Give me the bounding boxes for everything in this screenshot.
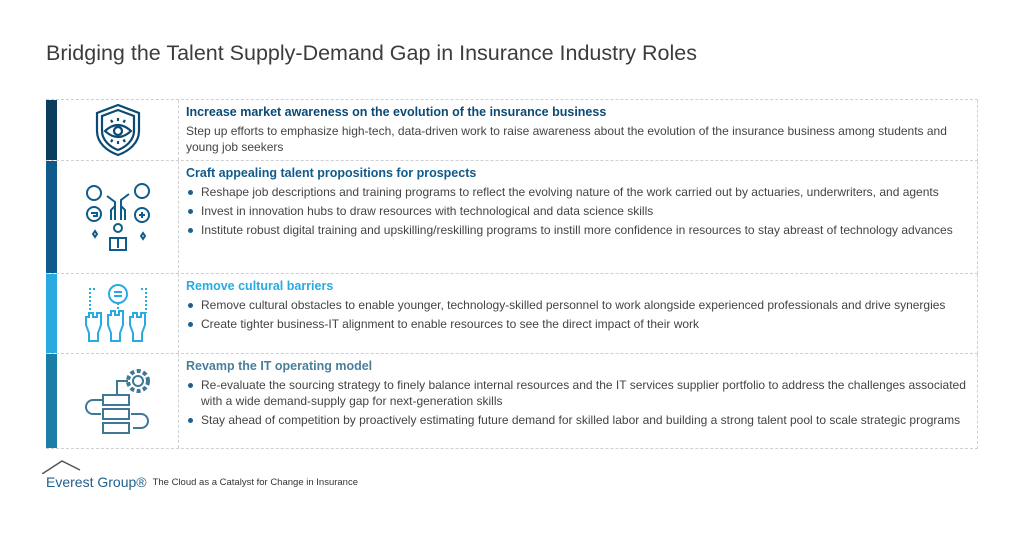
row-heading: Revamp the IT operating model bbox=[186, 359, 373, 373]
footer-caption: The Cloud as a Catalyst for Change in In… bbox=[152, 477, 358, 488]
footer: Everest Group® The Cloud as a Catalyst f… bbox=[42, 460, 358, 490]
everest-group-logo: Everest Group® bbox=[42, 460, 147, 490]
talent-proposition-icon bbox=[57, 161, 179, 273]
mountain-logo-icon bbox=[42, 460, 81, 474]
row-body: Step up efforts to emphasize high-tech, … bbox=[186, 124, 947, 154]
bullet-item: Remove cultural obstacles to enable youn… bbox=[186, 297, 971, 313]
row-color-bar bbox=[46, 274, 57, 353]
row-heading: Remove cultural barriers bbox=[186, 279, 334, 293]
bullet-item: Re-evaluate the sourcing strategy to fin… bbox=[186, 377, 971, 409]
page-title: Bridging the Talent Supply-Demand Gap in… bbox=[46, 41, 697, 65]
table-row: Craft appealing talent propositions for … bbox=[46, 161, 978, 274]
shield-eye-icon bbox=[57, 100, 179, 160]
row-heading: Craft appealing talent propositions for … bbox=[186, 166, 477, 180]
bullet-item: Reshape job descriptions and training pr… bbox=[186, 184, 971, 200]
row-color-bar bbox=[46, 354, 57, 448]
table-row: Revamp the IT operating model Re-evaluat… bbox=[46, 354, 978, 449]
gear-process-icon bbox=[57, 354, 179, 448]
table-row: Remove cultural barriers Remove cultural… bbox=[46, 274, 978, 354]
bullet-item: Invest in innovation hubs to draw resour… bbox=[186, 203, 971, 219]
bullet-item: Create tighter business-IT alignment to … bbox=[186, 316, 971, 332]
table-row: Increase market awareness on the evoluti… bbox=[46, 100, 978, 161]
row-color-bar bbox=[46, 161, 57, 273]
logo-text: Everest Group® bbox=[46, 474, 147, 490]
bullet-item: Institute robust digital training and up… bbox=[186, 222, 971, 238]
strategy-table: Increase market awareness on the evoluti… bbox=[46, 99, 978, 449]
bullet-item: Stay ahead of competition by proactively… bbox=[186, 412, 971, 428]
row-color-bar bbox=[46, 100, 57, 160]
raised-hands-icon bbox=[57, 274, 179, 353]
row-heading: Increase market awareness on the evoluti… bbox=[186, 105, 607, 119]
